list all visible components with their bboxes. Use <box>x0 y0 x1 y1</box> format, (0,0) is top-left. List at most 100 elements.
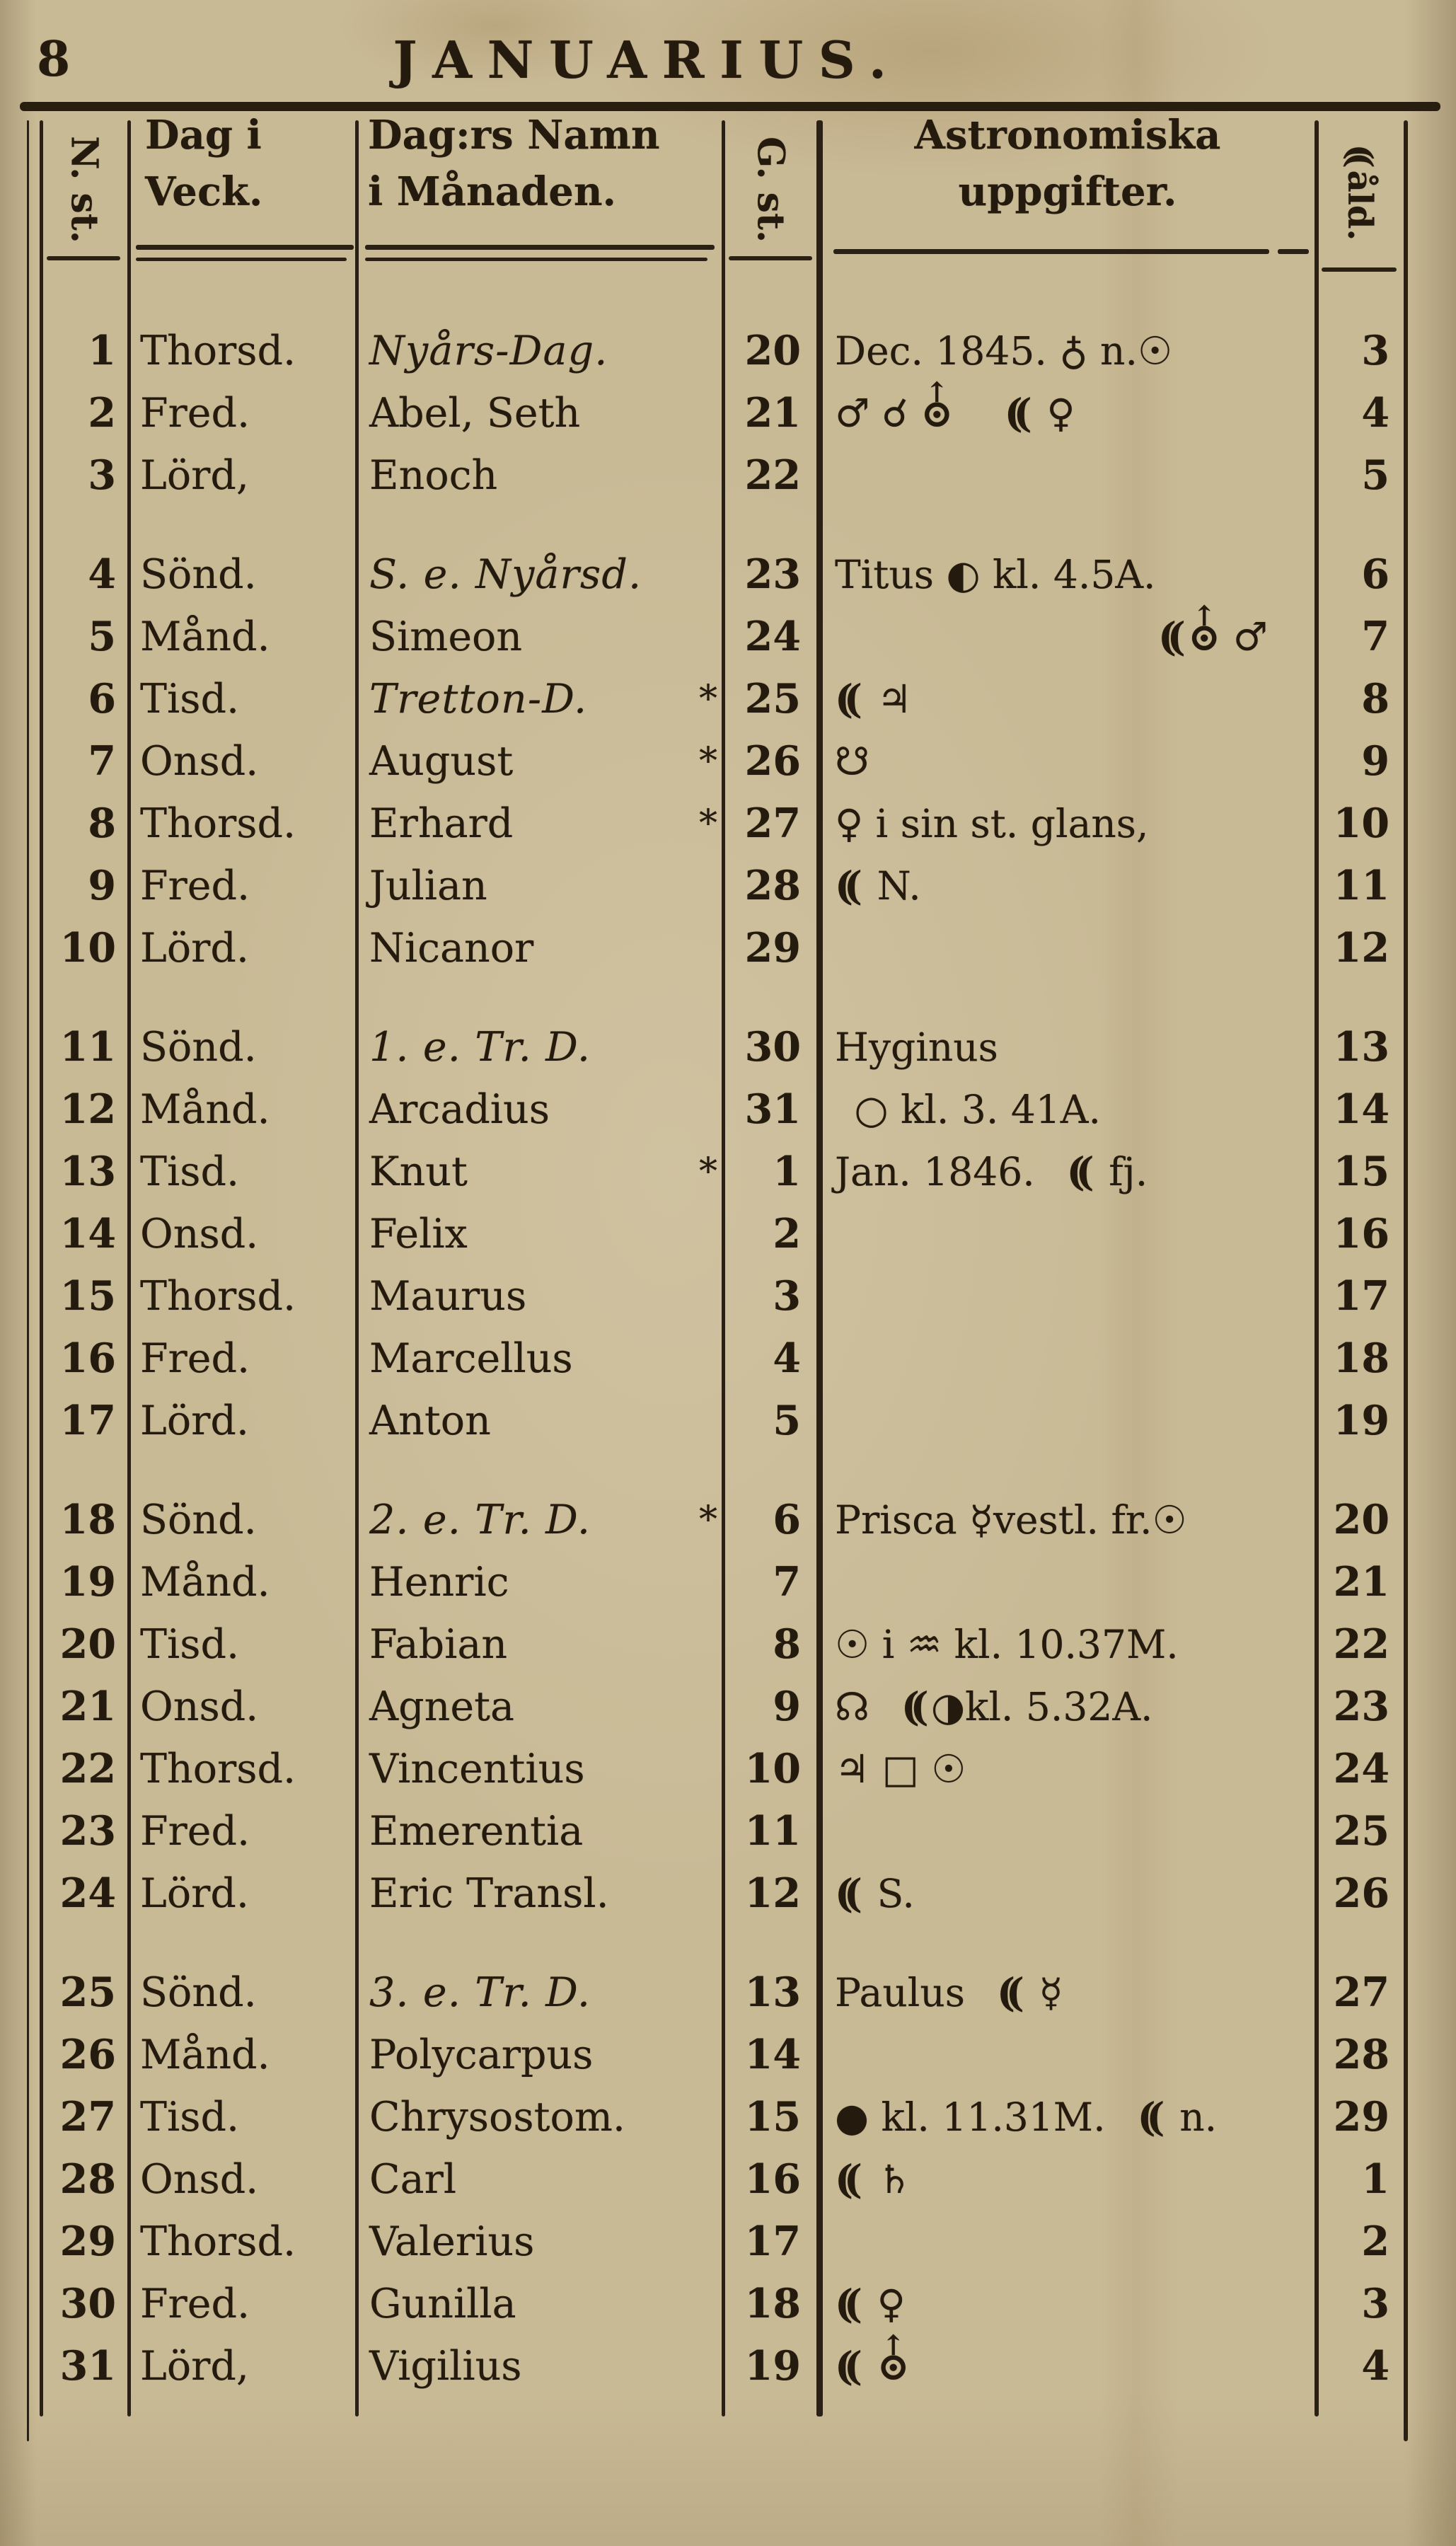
new-style-date: 26 <box>59 2031 116 2078</box>
header-underline <box>833 249 1269 254</box>
day-name: August * <box>355 730 722 793</box>
moon-icon: (( <box>835 863 862 909</box>
old-style-date: 17 <box>744 2218 801 2265</box>
astronomical-note <box>816 1265 1313 1327</box>
old-style-date: 19 <box>744 2342 801 2390</box>
day-name-text: Julian <box>369 863 487 909</box>
old-style-date: 23 <box>744 551 801 598</box>
feast-star: * <box>699 678 717 720</box>
weekday: Lörd. <box>140 925 250 972</box>
old-style-date: 4 <box>773 1335 801 1382</box>
astronomical-note: Paulus (( ☿ <box>835 1969 1063 2015</box>
day-name: Nyårs-Dag. <box>355 320 722 382</box>
new-style-date: 16 <box>59 1335 116 1382</box>
astronomical-note <box>816 1327 1313 1390</box>
day-name: Marcellus <box>355 1327 722 1390</box>
old-style-date: 5 <box>773 1397 801 1444</box>
astronomical-note: (( ♀ <box>835 2281 906 2327</box>
moon-icon: (( <box>835 2343 862 2389</box>
day-name-text: Gunilla <box>369 2281 516 2327</box>
day-name: Valerius <box>355 2211 722 2273</box>
astronomical-note: ○ kl. 3. 41A. <box>835 1087 1102 1132</box>
old-style-date: 11 <box>744 1807 801 1855</box>
weekday: Thorsd. <box>140 800 296 847</box>
weekday: Thorsd. <box>140 1273 296 1320</box>
table-row: 8 Thorsd. Erhard * 27 ♀ i sin st. glans, … <box>41 793 1405 855</box>
new-style-date: 4 <box>88 551 116 598</box>
new-style-date: 9 <box>88 862 116 909</box>
old-style-date: 1 <box>773 1148 801 1195</box>
new-style-date: 23 <box>59 1807 116 1855</box>
moon-icon: (( <box>901 1683 929 1729</box>
table-row: 2 Fred. Abel, Seth 21 ♂ ☌ ↑ ⊙ (( ♀ 4 <box>41 379 1405 444</box>
weekday: Tisd. <box>140 676 240 722</box>
feast-star: * <box>699 1499 717 1541</box>
day-name-text: S. e. Nyårsd. <box>369 551 642 598</box>
header-underline <box>365 258 707 261</box>
astronomical-note: ♀ i sin st. glans, <box>835 801 1149 846</box>
new-style-date: 20 <box>59 1620 116 1668</box>
moon-age: 27 <box>1333 1969 1389 2016</box>
uranus-icon: ↑ ⊙ <box>1188 600 1221 659</box>
table-row: 16 Fred. Marcellus 4 18 <box>41 1327 1405 1390</box>
weekday: Månd. <box>140 1086 270 1133</box>
old-style-date: 16 <box>744 2155 801 2203</box>
moon-age: 7 <box>1361 613 1389 660</box>
new-style-date: 3 <box>88 451 116 499</box>
column-header-astronomical: uppgifter. <box>958 168 1177 215</box>
astronomical-note: ☋ <box>835 739 869 784</box>
moon-icon: (( <box>1157 614 1186 659</box>
table-row: 23 Fred. Emerentia 11 25 <box>41 1800 1405 1862</box>
moon-age: 2 <box>1361 2218 1389 2265</box>
table-row: 10 Lörd. Nicanor 29 12 <box>41 917 1405 979</box>
day-name-text: Fabian <box>369 1621 508 1668</box>
day-name-text: August <box>369 738 514 785</box>
old-style-date: 2 <box>773 1210 801 1257</box>
table-row: 25 Sönd. 3. e. Tr. D. 13 Paulus (( ☿ 27 <box>41 1962 1405 2024</box>
column-header-astronomical: Astronomiska <box>914 112 1221 159</box>
day-name-text: Carl <box>369 2156 457 2203</box>
table-row: 1 Thorsd. Nyårs-Dag. 20 Dec. 1845. ♁ n.☉… <box>41 320 1405 382</box>
old-style-date: 14 <box>744 2031 801 2078</box>
page-number: 8 <box>37 31 71 88</box>
day-name: 1. e. Tr. D. <box>355 1016 722 1078</box>
astronomical-note <box>816 1551 1313 1613</box>
new-style-date: 7 <box>88 737 116 785</box>
page-title: JANUARIUS. <box>393 30 902 90</box>
new-style-date: 21 <box>59 1683 116 1730</box>
moon-age: 12 <box>1333 924 1389 972</box>
day-name: Tretton-D. * <box>355 668 722 730</box>
new-style-date: 28 <box>59 2155 116 2203</box>
astronomical-note: Hyginus <box>835 1025 998 1070</box>
new-style-date: 2 <box>88 389 116 437</box>
weekday: Sönd. <box>140 1497 257 1543</box>
table-row: 19 Månd. Henric 7 21 <box>41 1551 1405 1613</box>
moon-icon: (( <box>835 1870 862 1916</box>
astronomical-note: (( S. <box>835 1870 915 1916</box>
day-name-text: Valerius <box>369 2218 535 2265</box>
header-underline <box>136 245 354 250</box>
column-header-weekday: Veck. <box>145 168 263 215</box>
day-name-text: Vigilius <box>369 2343 522 2390</box>
moon-age: 4 <box>1361 389 1389 437</box>
day-name-text: Knut <box>369 1148 468 1195</box>
table-row: 31 Lörd, Vigilius 19 (( ↑ ⊙ 4 <box>41 2332 1405 2397</box>
table-row: 14 Onsd. Felix 2 16 <box>41 1203 1405 1265</box>
day-name-text: Arcadius <box>369 1086 550 1133</box>
column-header-day-name: Dag:rs Namn <box>368 112 660 159</box>
column-header-day-name: i Månaden. <box>368 168 617 215</box>
new-style-date: 15 <box>59 1272 116 1320</box>
day-name: Gunilla <box>355 2273 722 2335</box>
weekday: Onsd. <box>140 2156 259 2203</box>
column-divider <box>1315 120 1319 2417</box>
moon-icon: (( <box>1066 1148 1094 1194</box>
moon-icon: (( <box>1340 144 1380 161</box>
moon-age: 28 <box>1333 2031 1389 2078</box>
moon-icon: (( <box>1004 390 1032 436</box>
weekday: Lörd, <box>140 2343 250 2390</box>
astronomical-note <box>816 1390 1313 1452</box>
new-style-date: 19 <box>59 1558 116 1606</box>
old-style-date: 27 <box>744 800 801 847</box>
table-row: 6 Tisd. Tretton-D. * 25 (( ♃ 8 <box>41 668 1405 730</box>
table-row: 21 Onsd. Agneta 9 ☊ ((◑kl. 5.32A. 23 <box>41 1676 1405 1738</box>
